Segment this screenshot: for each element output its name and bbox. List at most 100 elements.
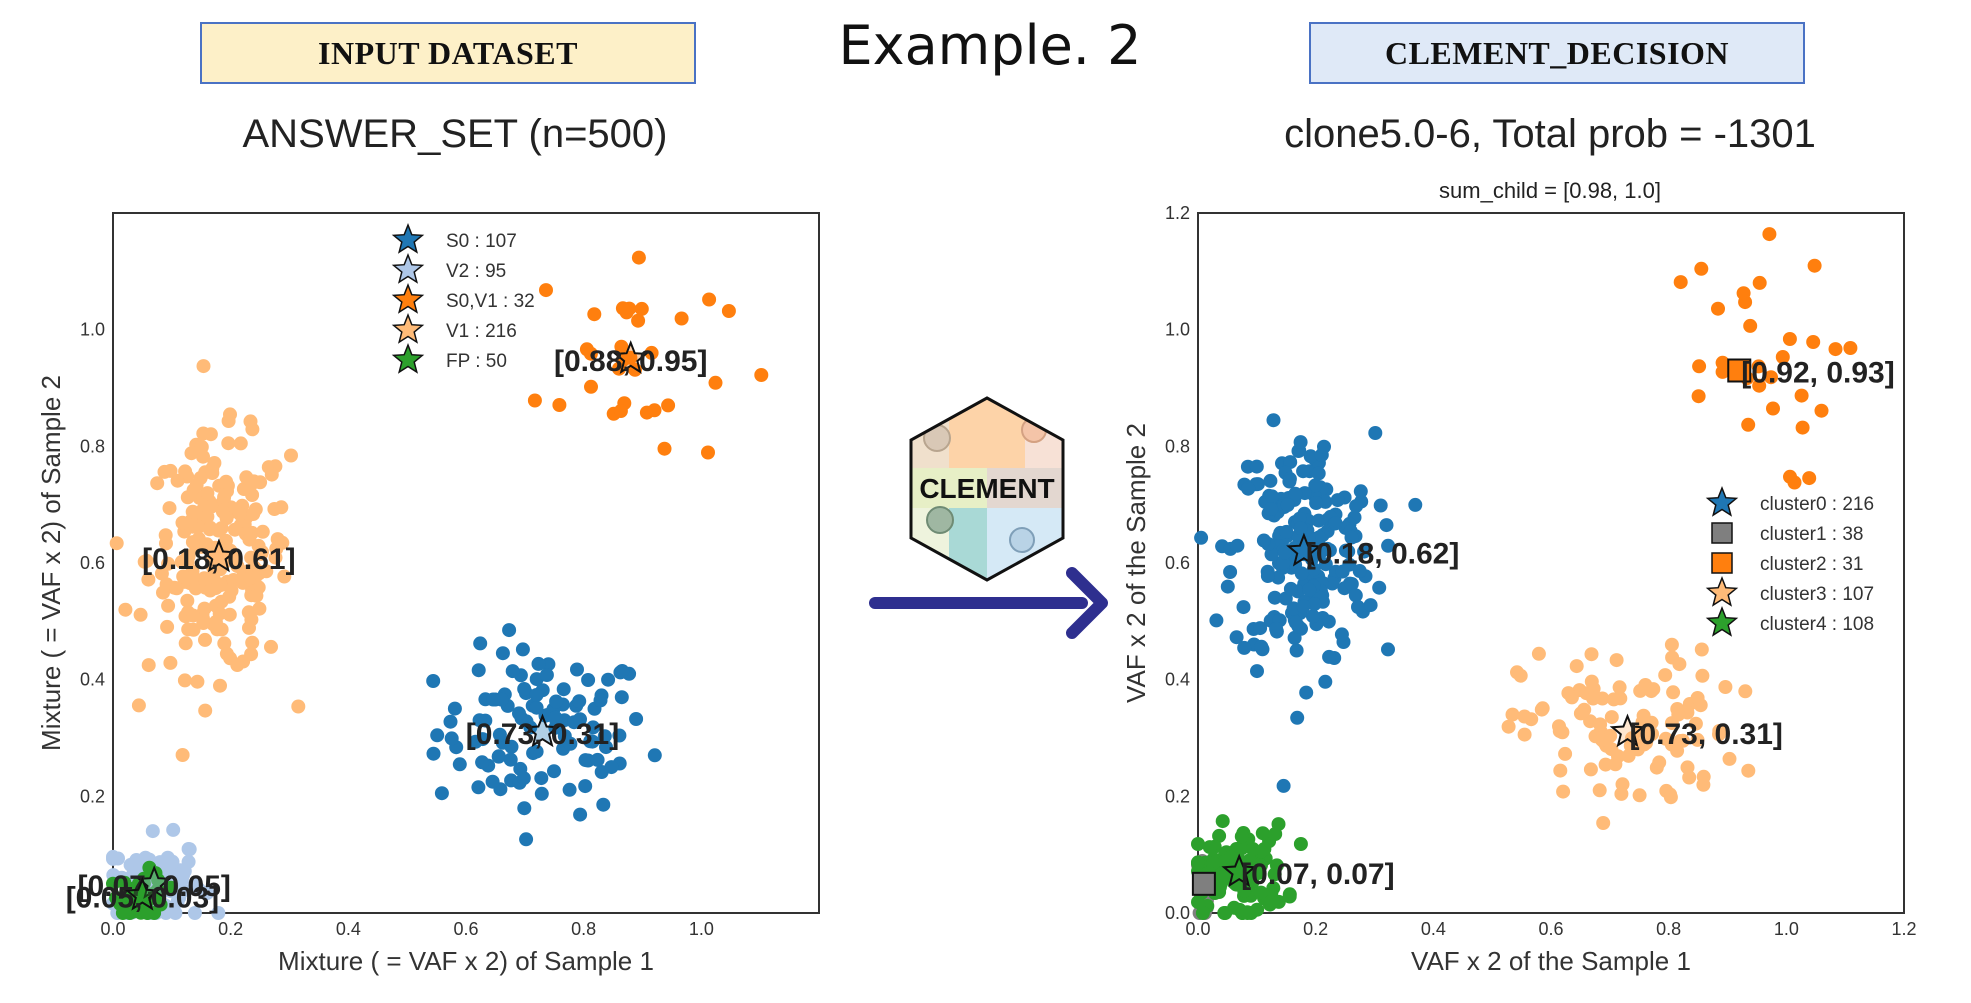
right-point-series-2 (1828, 342, 1843, 357)
right-point-series-0 (1209, 613, 1224, 628)
right-point-series-0 (1282, 474, 1297, 489)
left-point-series-3 (190, 674, 205, 689)
right-point-series-2 (1741, 417, 1756, 432)
left-point-series-3 (219, 646, 234, 661)
left-legend-label-2: S0,V1 : 32 (446, 291, 535, 312)
left-point-series-0 (430, 728, 445, 743)
left-point-series-2 (701, 445, 715, 460)
right-point-series-4 (1202, 840, 1217, 855)
right-point-series-0 (1357, 544, 1372, 559)
left-point-series-3 (185, 504, 200, 519)
left-point-series-2 (754, 368, 769, 382)
right-point-series-3 (1584, 647, 1599, 662)
left-x-tick-label: 0.2 (218, 919, 243, 939)
right-centroid-label-2: [0.92, 0.93] (1741, 357, 1894, 390)
right-point-series-0 (1309, 496, 1324, 510)
right-plot-frame (1197, 212, 1905, 914)
right-point-series-3 (1517, 709, 1532, 724)
right-legend-marker-2 (1711, 552, 1733, 574)
right-point-series-4 (1242, 853, 1257, 868)
left-point-series-0 (495, 646, 510, 661)
left-point-series-3 (198, 632, 212, 647)
left-chart-title: ANSWER_SET (n=500) (242, 112, 668, 156)
right-point-series-2 (1766, 401, 1780, 416)
left-point-series-0 (516, 771, 531, 786)
left-point-series-3 (244, 647, 259, 662)
right-legend-label-2: cluster2 : 31 (1760, 554, 1864, 575)
right-point-series-0 (1338, 543, 1353, 558)
right-point-series-3 (1695, 668, 1710, 683)
example-title: Example. 2 (838, 14, 1142, 77)
left-point-series-2 (661, 398, 676, 413)
left-point-series-2 (584, 379, 598, 394)
left-legend-marker-0 (391, 222, 425, 254)
right-point-series-0 (1220, 579, 1235, 594)
right-point-series-3 (1583, 762, 1598, 777)
right-x-tick-label: 0.0 (1185, 919, 1210, 939)
left-point-series-0 (549, 694, 564, 709)
right-point-series-3 (1658, 668, 1673, 683)
left-point-series-3 (141, 658, 156, 673)
left-point-series-1 (200, 886, 215, 900)
left-scatter-plot: [0.73, 0.31] [0.07, 0.05] [0.88, 0.95] [0.1… (36, 212, 820, 976)
left-point-series-4 (163, 880, 178, 895)
right-point-series-0 (1299, 685, 1314, 700)
left-point-series-3 (227, 522, 242, 537)
left-point-series-0 (426, 746, 441, 761)
left-point-series-3 (219, 474, 234, 489)
right-point-series-4 (1223, 850, 1238, 865)
right-legend-marker-3 (1705, 575, 1739, 607)
left-point-series-1 (166, 822, 181, 837)
right-point-series-0 (1372, 580, 1387, 595)
left-y-tick-label: 0.6 (80, 553, 105, 573)
left-point-series-0 (547, 764, 561, 779)
right-point-series-0 (1276, 778, 1291, 793)
right-point-series-4 (1255, 826, 1270, 841)
right-y-tick-label: 0.4 (1165, 670, 1190, 690)
right-point-series-0 (1260, 569, 1275, 583)
right-point-series-0 (1348, 588, 1363, 603)
right-centroid-marker-3 (1609, 713, 1646, 748)
left-point-series-3 (221, 436, 236, 451)
left-point-series-0 (573, 712, 587, 727)
right-point-series-3 (1688, 716, 1703, 731)
left-point-series-2 (644, 345, 659, 360)
right-point-series-0 (1307, 597, 1322, 611)
right-point-series-2 (1764, 370, 1778, 385)
left-point-series-3 (245, 422, 260, 437)
right-centroid-label-4: [0.07, 0.07] (1241, 858, 1394, 891)
right-legend-marker-0 (1705, 485, 1739, 517)
left-point-series-0 (443, 714, 458, 729)
right-point-series-4 (1245, 842, 1260, 856)
left-point-series-0 (581, 673, 596, 687)
right-centroid-marker-0 (1286, 532, 1322, 567)
right-point-series-2 (1673, 275, 1688, 290)
left-point-series-4 (140, 906, 155, 920)
right-point-series-0 (1287, 630, 1302, 645)
right-point-series-0 (1277, 545, 1292, 560)
left-point-series-0 (597, 729, 612, 744)
right-point-series-0 (1344, 530, 1359, 545)
left-point-series-0 (562, 782, 577, 797)
left-point-series-0 (517, 682, 532, 696)
left-point-series-3 (264, 467, 279, 482)
right-point-series-2 (1795, 420, 1810, 435)
right-point-series-0 (1283, 581, 1298, 596)
left-x-tick-label: 1.0 (689, 919, 714, 939)
right-point-series-3 (1693, 698, 1708, 713)
left-point-series-1 (176, 868, 191, 882)
right-point-series-0 (1303, 449, 1318, 464)
right-point-series-3 (1663, 790, 1678, 805)
left-legend-marker-4 (391, 342, 425, 374)
left-legend-label-3: V1 : 216 (446, 321, 517, 342)
right-point-series-3 (1621, 748, 1636, 763)
left-point-series-2 (657, 441, 672, 456)
left-centroid-marker-2 (612, 340, 649, 375)
right-centroid-label-0: [0.18, 0.62] (1306, 537, 1459, 570)
left-point-series-0 (471, 780, 486, 795)
left-point-series-3 (206, 570, 221, 585)
right-point-series-0 (1351, 600, 1365, 614)
right-y-tick-label: 0.2 (1165, 786, 1190, 806)
left-y-axis-label: Mixture ( = VAF x 2) of Sample 2 (36, 375, 66, 751)
right-point-series-3 (1592, 783, 1607, 798)
